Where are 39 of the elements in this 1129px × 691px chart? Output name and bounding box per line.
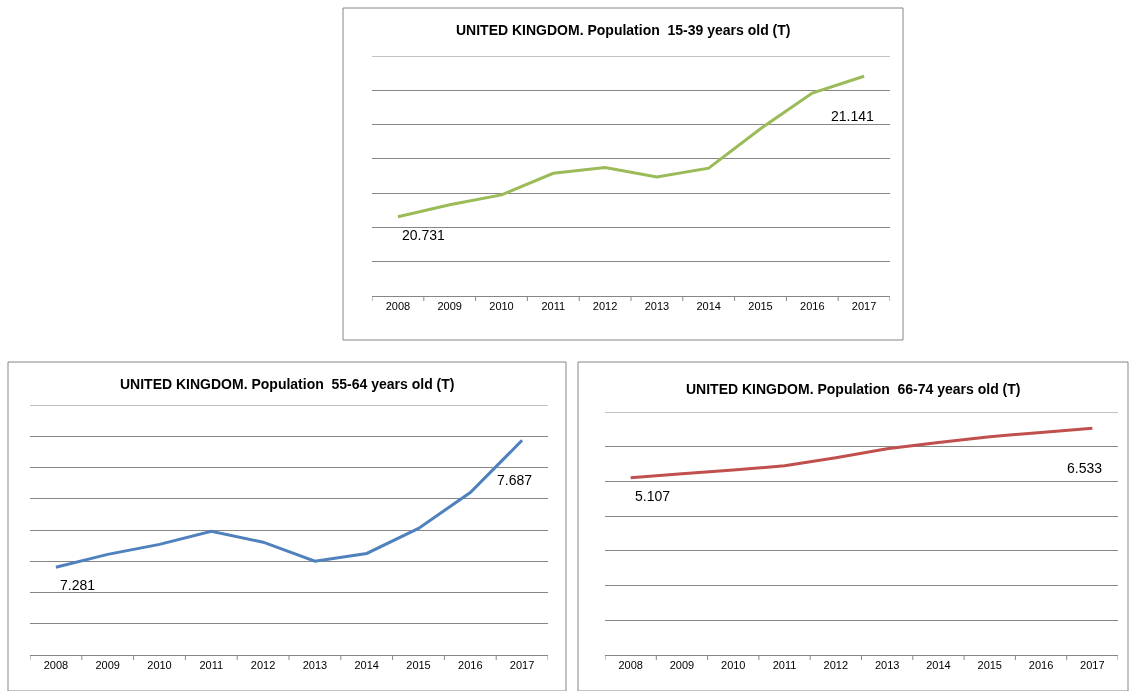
x-tick-label: 2009 bbox=[95, 659, 120, 672]
chart-title: UNITED KINGDOM. Population 55-64 years old (T) bbox=[120, 376, 455, 392]
x-tick-label: 2015 bbox=[748, 300, 773, 313]
x-tick-label: 2010 bbox=[489, 300, 514, 313]
x-tick-label: 2015 bbox=[406, 659, 431, 672]
x-tick-label: 2017 bbox=[1080, 659, 1105, 672]
x-tick-label: 2016 bbox=[1028, 659, 1054, 672]
x-tick-label: 2011 bbox=[541, 300, 566, 313]
data-label: 6.533 bbox=[1067, 460, 1103, 476]
x-tick-label: 2014 bbox=[696, 300, 721, 313]
x-tick-label: 2008 bbox=[385, 300, 411, 313]
data-label: 5.107 bbox=[635, 488, 671, 504]
data-label: 20.731 bbox=[402, 227, 446, 243]
x-tick-label: 2012 bbox=[250, 659, 276, 672]
x-tick-label: 2013 bbox=[644, 300, 670, 313]
x-tick-label: 2010 bbox=[721, 659, 746, 672]
x-tick-label: 2013 bbox=[302, 659, 328, 672]
x-tick-label: 2008 bbox=[618, 659, 643, 672]
chart-title: UNITED KINGDOM. Population 15-39 years old (T) bbox=[456, 22, 791, 38]
x-tick-label: 2011 bbox=[772, 659, 797, 672]
x-tick-label: 2015 bbox=[977, 659, 1002, 672]
x-tick-label: 2009 bbox=[437, 300, 462, 313]
x-tick-label: 2012 bbox=[823, 659, 849, 672]
x-tick-label: 2017 bbox=[509, 659, 535, 672]
chart-title: UNITED KINGDOM. Population 66-74 years old (T) bbox=[686, 381, 1021, 397]
x-tick-label: 2009 bbox=[669, 659, 695, 672]
data-label: 7.281 bbox=[60, 577, 96, 593]
x-tick-label: 2016 bbox=[800, 300, 825, 313]
x-tick-label: 2014 bbox=[926, 659, 951, 672]
x-tick-label: 2017 bbox=[851, 300, 877, 313]
x-tick-label: 2012 bbox=[592, 300, 618, 313]
data-label: 7.687 bbox=[497, 472, 533, 488]
x-tick-label: 2011 bbox=[199, 659, 224, 672]
x-tick-label: 2014 bbox=[354, 659, 379, 672]
data-label: 21.141 bbox=[831, 108, 875, 124]
x-tick-label: 2016 bbox=[458, 659, 483, 672]
x-tick-label: 2008 bbox=[43, 659, 69, 672]
x-tick-label: 2010 bbox=[147, 659, 172, 672]
x-tick-label: 2013 bbox=[874, 659, 900, 672]
